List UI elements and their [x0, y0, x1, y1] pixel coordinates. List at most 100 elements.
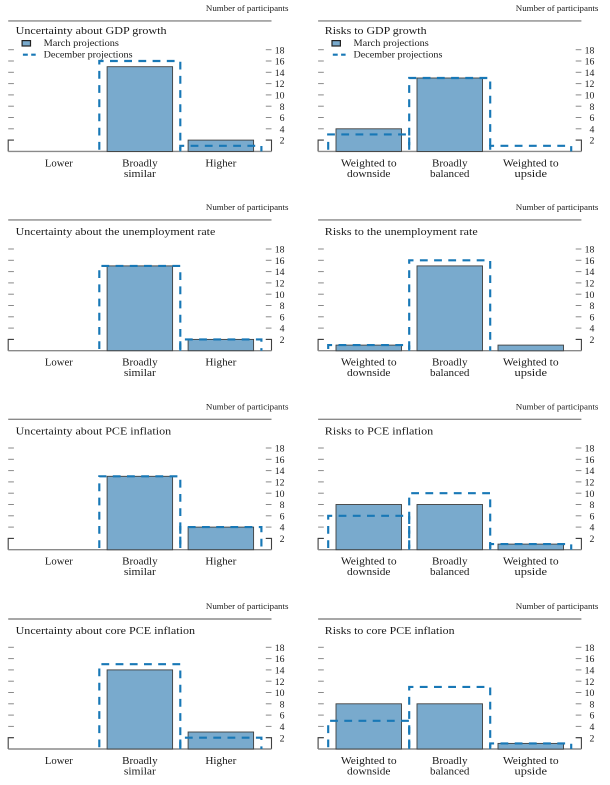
svg-text:12: 12 [585, 79, 595, 90]
svg-text:6: 6 [280, 511, 285, 522]
svg-text:8: 8 [589, 699, 594, 710]
svg-text:balanced: balanced [430, 766, 470, 778]
svg-text:March projections: March projections [44, 39, 120, 49]
svg-text:18: 18 [275, 643, 285, 654]
svg-text:18: 18 [585, 643, 595, 654]
svg-text:Uncertainty about the unemploy: Uncertainty about the unemployment rate [16, 227, 216, 238]
svg-text:14: 14 [275, 68, 285, 79]
svg-text:downside: downside [347, 367, 391, 378]
svg-text:downside: downside [347, 168, 391, 179]
svg-text:10: 10 [585, 688, 595, 699]
svg-text:Broadly: Broadly [122, 556, 158, 568]
svg-text:similar: similar [124, 368, 156, 379]
svg-text:4: 4 [589, 124, 594, 135]
svg-text:4: 4 [280, 523, 285, 534]
svg-text:6: 6 [589, 312, 594, 323]
svg-text:Uncertainty about core PCE inf: Uncertainty about core PCE inflation [16, 626, 196, 637]
svg-text:8: 8 [280, 301, 285, 312]
svg-text:Weighted to: Weighted to [341, 755, 397, 766]
svg-text:16: 16 [585, 455, 595, 466]
svg-text:Broadly: Broadly [432, 755, 468, 767]
svg-text:10: 10 [585, 489, 595, 500]
svg-text:balanced: balanced [430, 168, 470, 180]
svg-text:Broadly: Broadly [122, 357, 158, 369]
svg-text:Number of participants: Number of participants [206, 601, 289, 610]
svg-text:4: 4 [589, 324, 594, 335]
svg-text:Number of participants: Number of participants [516, 3, 599, 12]
svg-text:Number of participants: Number of participants [516, 202, 599, 211]
svg-text:Uncertainty about PCE inflatio: Uncertainty about PCE inflation [16, 426, 172, 437]
svg-text:2: 2 [280, 534, 285, 545]
svg-text:2: 2 [589, 335, 594, 346]
svg-text:2: 2 [280, 733, 285, 744]
svg-text:Number of participants: Number of participants [516, 601, 599, 610]
svg-text:8: 8 [589, 102, 594, 113]
svg-text:4: 4 [280, 124, 285, 135]
svg-text:2: 2 [280, 136, 285, 147]
svg-text:14: 14 [585, 68, 595, 79]
svg-text:12: 12 [585, 478, 595, 489]
svg-text:16: 16 [585, 57, 595, 68]
svg-text:2: 2 [589, 534, 594, 545]
svg-text:upside: upside [515, 766, 548, 777]
svg-text:similar: similar [124, 766, 156, 777]
svg-text:6: 6 [280, 711, 285, 722]
svg-text:18: 18 [585, 45, 595, 56]
svg-text:8: 8 [589, 500, 594, 511]
svg-text:Higher: Higher [205, 556, 236, 568]
svg-text:Lower: Lower [45, 756, 73, 767]
svg-text:downside: downside [347, 566, 391, 577]
svg-text:14: 14 [275, 267, 285, 278]
svg-text:Weighted to: Weighted to [503, 158, 559, 169]
svg-text:10: 10 [585, 91, 595, 102]
svg-text:8: 8 [280, 699, 285, 710]
svg-text:18: 18 [585, 245, 595, 256]
svg-text:10: 10 [275, 290, 285, 301]
svg-text:Broadly: Broadly [432, 357, 468, 369]
svg-text:16: 16 [275, 654, 285, 665]
svg-text:2: 2 [589, 733, 594, 744]
svg-text:Higher: Higher [205, 158, 236, 170]
svg-text:downside: downside [347, 766, 391, 777]
svg-text:2: 2 [589, 136, 594, 147]
svg-text:March projections: March projections [354, 39, 430, 49]
svg-text:Higher: Higher [205, 755, 236, 767]
svg-text:14: 14 [585, 466, 595, 477]
svg-text:8: 8 [589, 301, 594, 312]
svg-text:12: 12 [585, 677, 595, 688]
svg-text:18: 18 [275, 45, 285, 56]
svg-text:10: 10 [275, 91, 285, 102]
svg-text:Risks to PCE inflation: Risks to PCE inflation [325, 426, 434, 437]
svg-text:14: 14 [585, 666, 595, 677]
svg-text:Number of participants: Number of participants [206, 202, 289, 211]
svg-text:12: 12 [275, 79, 285, 90]
svg-text:16: 16 [275, 57, 285, 68]
svg-text:December projections: December projections [354, 50, 443, 60]
svg-text:10: 10 [275, 688, 285, 699]
svg-text:similar: similar [124, 567, 156, 578]
svg-text:Weighted to: Weighted to [341, 357, 397, 368]
svg-text:Weighted to: Weighted to [341, 556, 397, 567]
svg-text:Risks to core PCE inflation: Risks to core PCE inflation [325, 626, 455, 637]
svg-text:16: 16 [275, 455, 285, 466]
svg-text:6: 6 [589, 511, 594, 522]
svg-text:6: 6 [280, 312, 285, 323]
svg-text:4: 4 [280, 722, 285, 733]
svg-text:4: 4 [589, 722, 594, 733]
svg-text:upside: upside [515, 368, 548, 379]
svg-text:Higher: Higher [205, 357, 236, 369]
svg-text:14: 14 [275, 466, 285, 477]
svg-text:2: 2 [280, 335, 285, 346]
svg-text:Broadly: Broadly [432, 556, 468, 568]
svg-text:10: 10 [275, 489, 285, 500]
svg-text:Weighted to: Weighted to [341, 158, 397, 169]
svg-text:16: 16 [275, 256, 285, 267]
svg-text:Lower: Lower [45, 159, 73, 170]
svg-text:18: 18 [275, 245, 285, 256]
svg-text:Risks to GDP growth: Risks to GDP growth [325, 26, 427, 37]
svg-text:Weighted to: Weighted to [503, 755, 559, 766]
svg-text:Lower: Lower [45, 358, 73, 369]
svg-text:balanced: balanced [430, 566, 470, 578]
svg-text:16: 16 [585, 256, 595, 267]
svg-text:similar: similar [124, 168, 156, 179]
